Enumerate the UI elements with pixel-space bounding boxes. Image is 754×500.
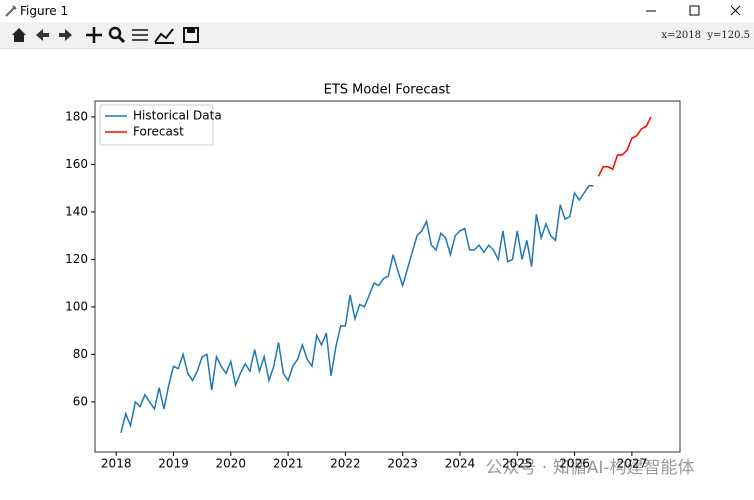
chart-title: ETS Model Forecast xyxy=(324,83,451,98)
plot-frame xyxy=(94,100,681,453)
cursor-status: x=2018 y=120.5 xyxy=(661,30,750,41)
y-tick-label: 60 xyxy=(73,394,88,408)
toolbar-buttons[interactable] xyxy=(0,22,210,48)
window-controls[interactable] xyxy=(634,0,754,22)
x-tick-label: 2019 xyxy=(158,457,189,471)
legend-box xyxy=(99,104,214,146)
x-tick-label: 2022 xyxy=(330,457,361,471)
line-series xyxy=(120,185,594,433)
x-tick-label: 2020 xyxy=(216,457,247,471)
x-tick-label: 2018 xyxy=(101,457,132,471)
x-tick-label: 2026 xyxy=(559,457,590,471)
x-tick-label: 2025 xyxy=(502,457,533,471)
x-tick-label: 2021 xyxy=(273,457,304,471)
toolbar: x=2018 y=120.5 xyxy=(0,22,754,49)
watermark: 公众号 · 知循AI-构建智能体 xyxy=(486,458,695,478)
x-tick-label: 2027 xyxy=(617,457,648,471)
y-tick-label: 100 xyxy=(65,299,88,313)
y-tick-label: 180 xyxy=(65,109,88,123)
line-series xyxy=(597,116,652,177)
title-bar: Figure 1 xyxy=(0,0,754,22)
x-tick-label: 2023 xyxy=(387,457,418,471)
legend-label: Historical Data xyxy=(133,109,222,123)
x-tick-label: 2024 xyxy=(445,457,476,471)
window-title: Figure 1 xyxy=(20,4,69,18)
y-tick-label: 140 xyxy=(65,204,88,218)
y-tick-label: 80 xyxy=(73,347,88,361)
legend-label: Forecast xyxy=(133,125,184,139)
app-icon xyxy=(5,5,17,17)
y-tick-label: 160 xyxy=(65,157,88,171)
y-tick-label: 120 xyxy=(65,252,88,266)
